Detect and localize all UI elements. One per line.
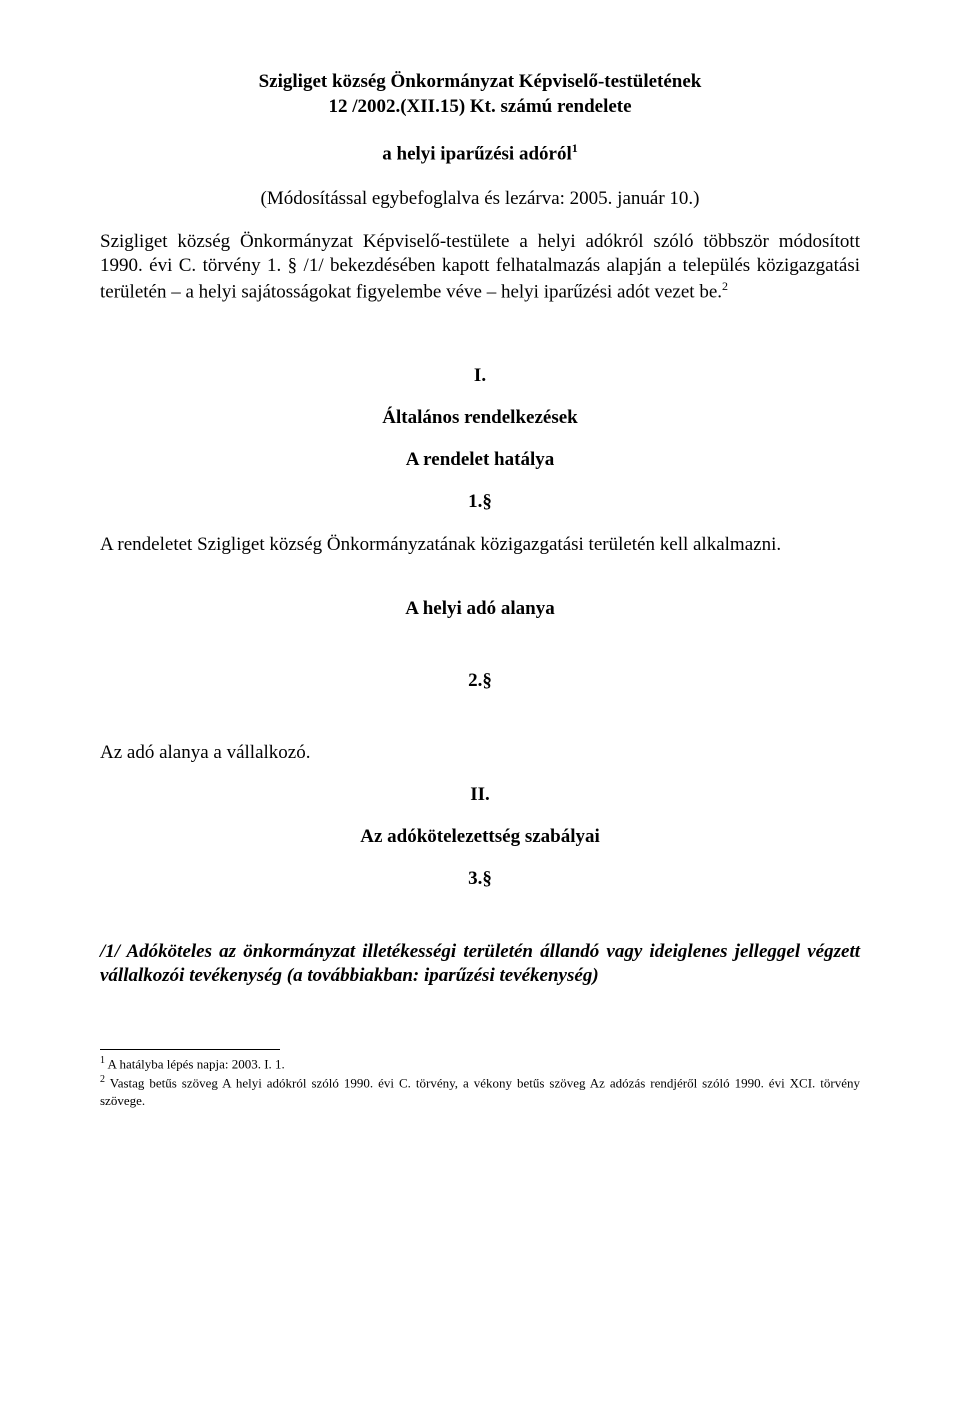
subtitle-text: a helyi iparűzési adóról bbox=[382, 144, 571, 165]
roman-numeral-2: II. bbox=[100, 784, 860, 806]
scope-heading: A rendelet hatálya bbox=[100, 449, 860, 471]
paragraph-2-text: Az adó alanya a vállalkozó. bbox=[100, 742, 860, 764]
title-line-2: 12 /2002.(XII.15) Kt. számú rendelete bbox=[100, 95, 860, 120]
tax-subject-heading: A helyi adó alanya bbox=[100, 598, 860, 620]
paragraph-2-number: 2.§ bbox=[100, 670, 860, 692]
subtitle-footnote-ref: 1 bbox=[572, 141, 578, 155]
preamble-paragraph: Szigliget község Önkormányzat Képviselő-… bbox=[100, 230, 860, 305]
paragraph-3-number: 3.§ bbox=[100, 868, 860, 890]
paragraph-1-number: 1.§ bbox=[100, 491, 860, 513]
spacer bbox=[100, 712, 860, 742]
paragraph-1-text: A rendeletet Szigliget község Önkormányz… bbox=[100, 533, 860, 558]
document-subtitle: a helyi iparűzési adóról1 bbox=[100, 141, 860, 165]
general-provisions-heading: Általános rendelkezések bbox=[100, 407, 860, 429]
paragraph-3-text: /1/ Adóköteles az önkormányzat illetékes… bbox=[100, 940, 860, 989]
preamble-footnote-ref: 2 bbox=[722, 279, 728, 293]
document-title: Szigliget község Önkormányzat Képviselő-… bbox=[100, 70, 860, 119]
footnote-2: 2 Vastag betűs szöveg A helyi adókról sz… bbox=[100, 1073, 860, 1109]
roman-numeral-1: I. bbox=[100, 365, 860, 387]
preamble-text: Szigliget község Önkormányzat Képviselő-… bbox=[100, 231, 860, 303]
title-line-1: Szigliget község Önkormányzat Képviselő-… bbox=[100, 70, 860, 95]
spacer bbox=[100, 640, 860, 670]
footnote-1-text: A hatályba lépés napja: 2003. I. 1. bbox=[105, 1056, 285, 1071]
footnote-1: 1 A hatályba lépés napja: 2003. I. 1. bbox=[100, 1054, 860, 1073]
spacer bbox=[100, 910, 860, 940]
footnote-separator bbox=[100, 1049, 280, 1050]
tax-obligation-heading: Az adókötelezettség szabályai bbox=[100, 826, 860, 848]
closure-line: (Módosítással egybefoglalva és lezárva: … bbox=[100, 188, 860, 210]
footnote-2-text: Vastag betűs szöveg A helyi adókról szól… bbox=[100, 1075, 860, 1108]
